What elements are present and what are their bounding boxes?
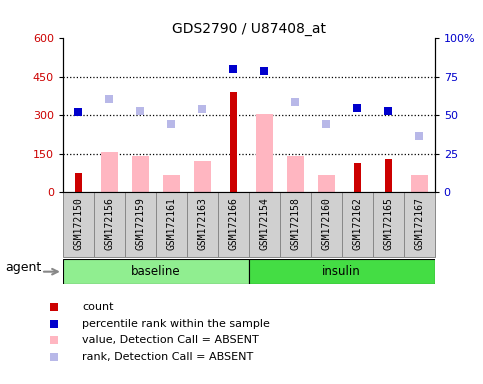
Bar [125,192,156,257]
Text: GSM172161: GSM172161 [166,197,176,250]
Text: GSM172167: GSM172167 [414,197,424,250]
Bar [249,192,280,257]
Text: GSM172165: GSM172165 [383,197,393,250]
Text: GSM172159: GSM172159 [135,197,145,250]
Text: percentile rank within the sample: percentile rank within the sample [82,319,270,329]
Bar [249,259,435,284]
Bar [187,192,218,257]
Text: GSM172156: GSM172156 [104,197,114,250]
Bar [404,192,435,257]
Text: agent: agent [5,262,41,274]
Bar [132,156,149,192]
Bar [75,173,82,192]
Text: insulin: insulin [322,265,361,278]
Text: GSM172163: GSM172163 [197,197,207,250]
Text: value, Detection Call = ABSENT: value, Detection Call = ABSENT [82,335,259,345]
Bar [194,161,211,192]
Text: GSM172150: GSM172150 [73,197,83,250]
Text: rank, Detection Call = ABSENT: rank, Detection Call = ABSENT [82,352,254,362]
Bar [218,192,249,257]
Text: GSM172160: GSM172160 [321,197,331,250]
Bar [311,192,342,257]
Bar [163,175,180,192]
Bar [318,175,335,192]
Text: GSM172158: GSM172158 [290,197,300,250]
Bar [342,192,373,257]
Text: GSM172154: GSM172154 [259,197,269,250]
Bar [287,156,304,192]
Bar [256,114,273,192]
Text: GSM172162: GSM172162 [352,197,362,250]
Bar [411,175,428,192]
Bar [373,192,404,257]
Bar [385,159,392,192]
Text: GSM172166: GSM172166 [228,197,238,250]
Bar [63,259,249,284]
Bar [94,192,125,257]
Bar [63,192,94,257]
Bar [101,152,118,192]
Title: GDS2790 / U87408_at: GDS2790 / U87408_at [172,22,326,36]
Bar [354,162,361,192]
Text: baseline: baseline [131,265,181,278]
Bar [156,192,187,257]
Bar [280,192,311,257]
Text: count: count [82,302,114,312]
Bar [230,92,237,192]
